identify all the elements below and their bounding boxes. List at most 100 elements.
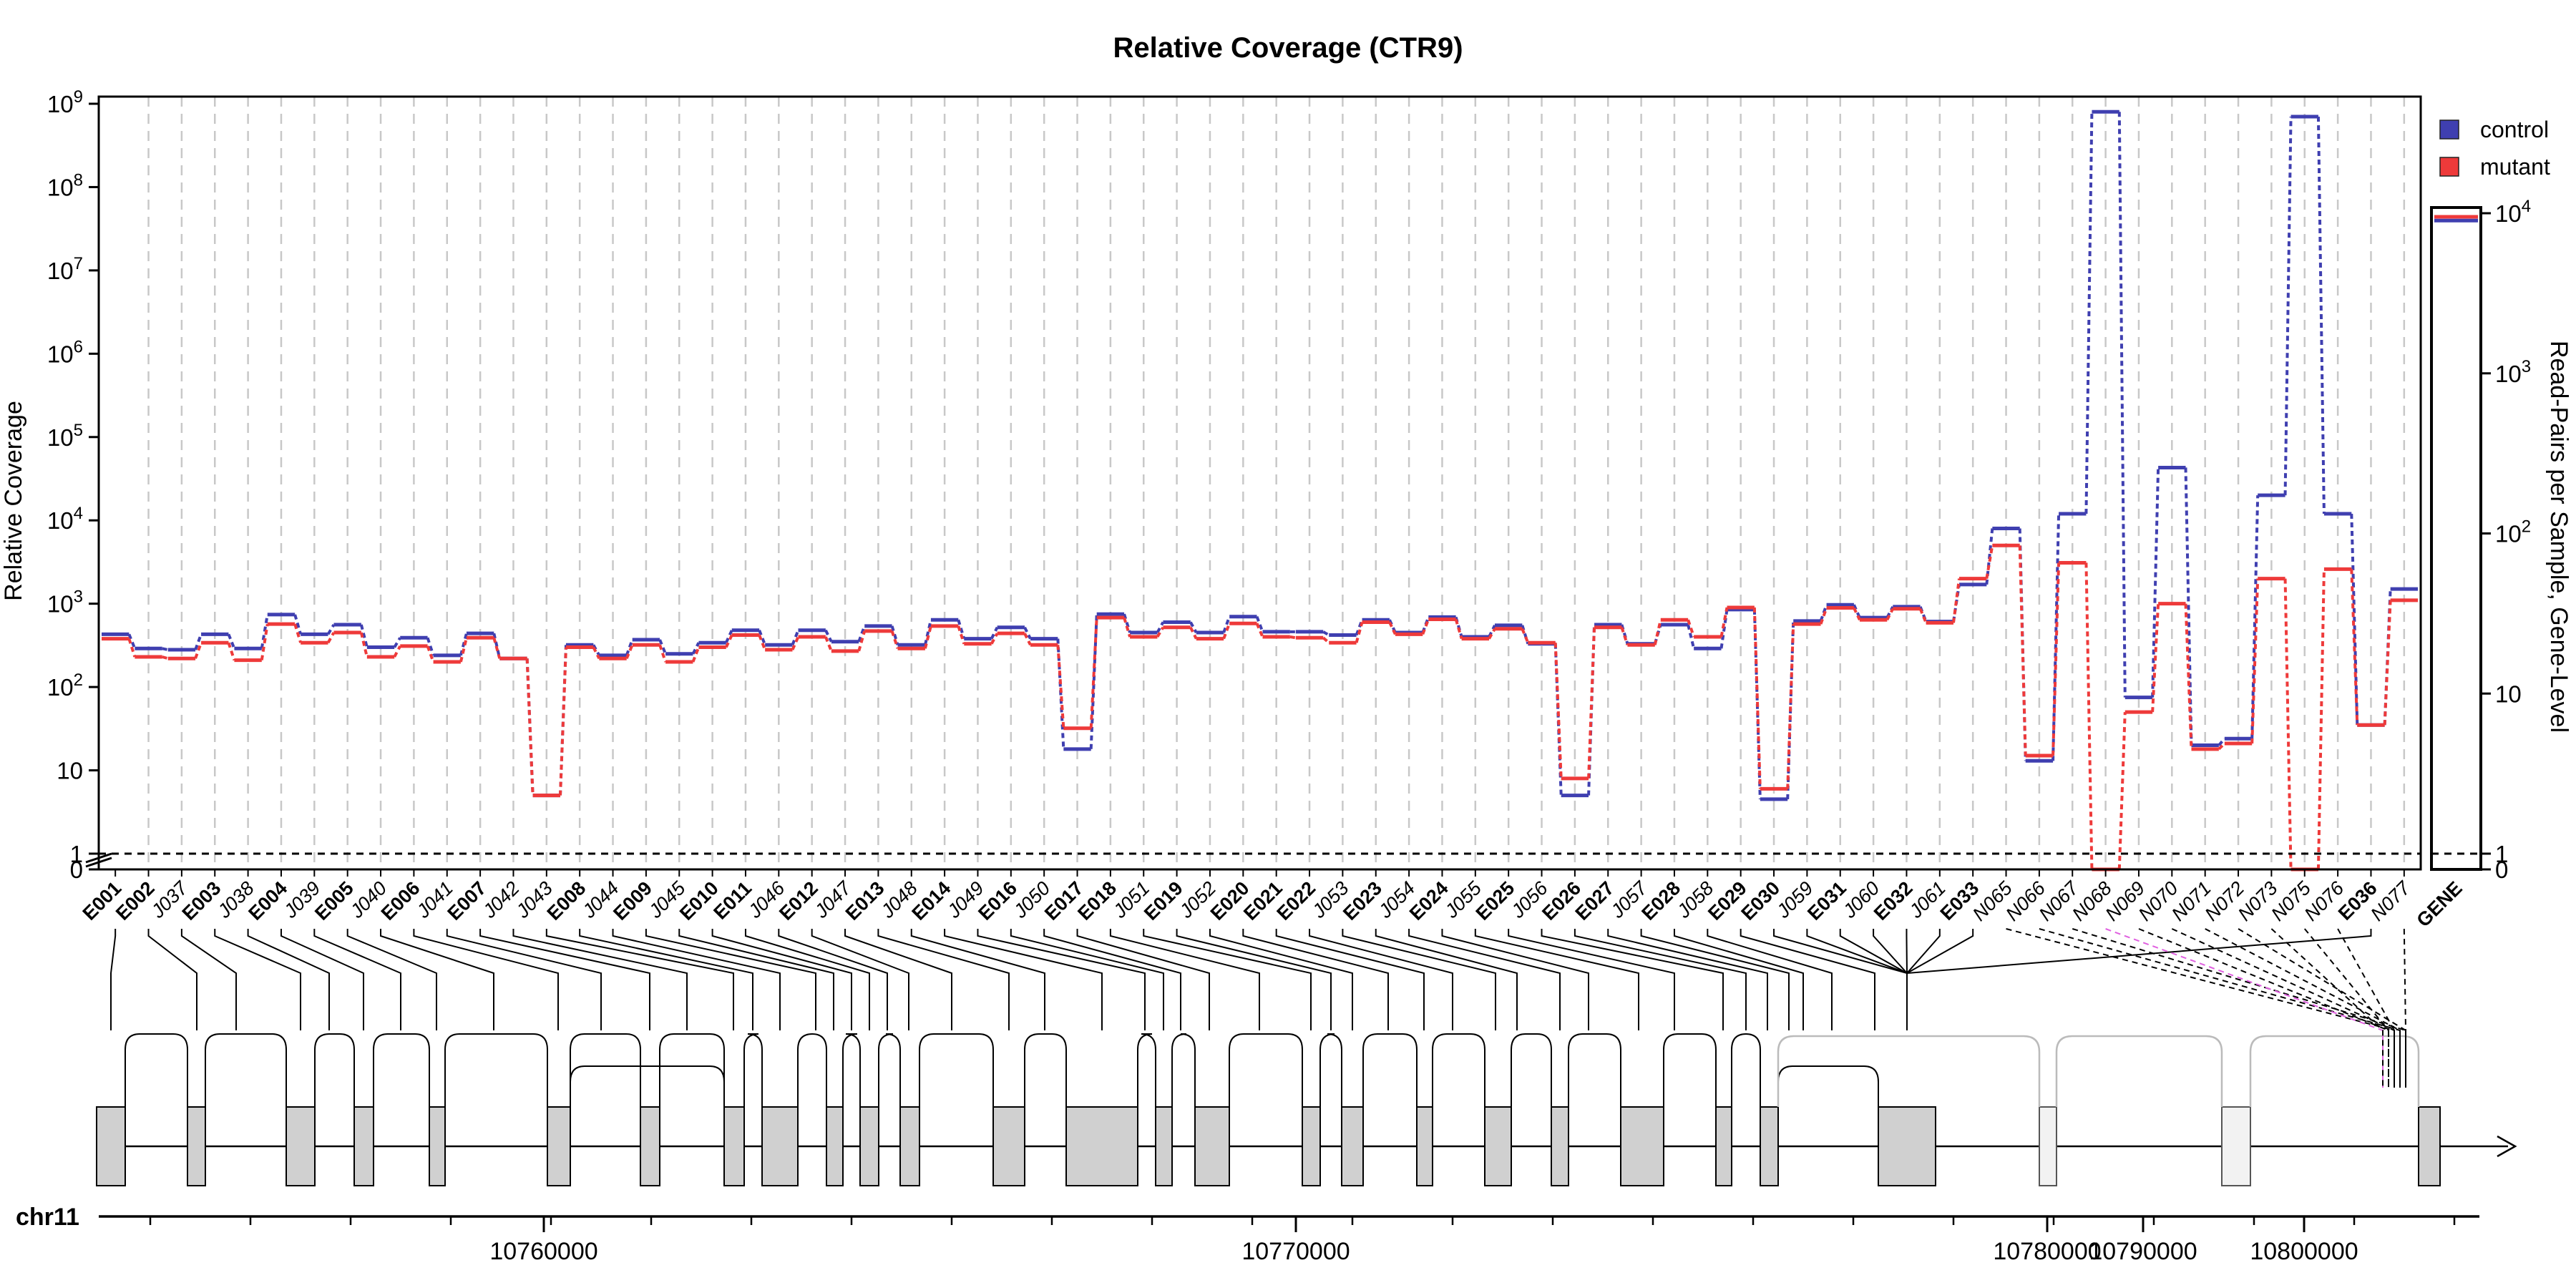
exon-box xyxy=(2221,1106,2251,1186)
connector xyxy=(857,625,867,643)
feature-label-E013: E013 xyxy=(841,877,889,924)
feature-label-E021: E021 xyxy=(1239,877,1287,924)
junction-arc xyxy=(373,1033,430,1107)
y-axis-label: Relative Coverage xyxy=(0,401,27,601)
connector xyxy=(1355,621,1364,643)
connector xyxy=(194,642,203,659)
feature-connector xyxy=(579,929,753,1030)
feature-label-E011: E011 xyxy=(709,877,756,924)
connector xyxy=(1089,618,1098,728)
exon-box xyxy=(1878,1106,1936,1186)
feature-connector xyxy=(711,929,852,1030)
feature-label-E014: E014 xyxy=(908,877,955,924)
feature-label-N076: N076 xyxy=(2300,877,2348,925)
y-tick-label: 103 xyxy=(47,587,83,618)
feature-connector xyxy=(910,929,1045,1030)
feature-connector xyxy=(1574,929,1747,1030)
connector xyxy=(957,625,966,645)
connector xyxy=(1687,624,1696,649)
connector xyxy=(1587,627,1596,779)
exon-box xyxy=(723,1106,745,1186)
connector xyxy=(1123,617,1131,638)
feature-connector xyxy=(1673,929,1804,1030)
feature-label-E026: E026 xyxy=(1538,877,1585,924)
novel-connector xyxy=(2006,928,2395,1088)
feature-connector xyxy=(1109,929,1260,1030)
chart-title: Relative Coverage (CTR9) xyxy=(1113,32,1463,64)
connector xyxy=(758,630,767,646)
exon-box xyxy=(826,1106,844,1186)
novel-connector xyxy=(2171,928,2395,1088)
y-tick-label: 107 xyxy=(47,254,83,284)
feature-label-E031: E031 xyxy=(1803,877,1850,924)
connector xyxy=(293,623,303,643)
exon-box xyxy=(859,1106,879,1186)
feature-connector xyxy=(944,929,1103,1030)
connector xyxy=(426,645,435,663)
feature-connector xyxy=(1773,929,1908,1030)
connector xyxy=(592,646,601,660)
junction-arc xyxy=(878,1033,901,1107)
y2-tick-label: 10 xyxy=(2495,680,2522,707)
connector xyxy=(1620,627,1629,645)
y-tick-label: 106 xyxy=(47,337,83,367)
connector xyxy=(1056,645,1065,728)
feature-label-E020: E020 xyxy=(1206,877,1254,924)
connector xyxy=(559,645,567,796)
y2-tick-label: 1 xyxy=(2495,841,2508,867)
connector xyxy=(2051,562,2061,756)
connector xyxy=(1222,623,1231,640)
connector xyxy=(162,647,169,651)
connector xyxy=(890,625,899,645)
exon-box xyxy=(640,1106,660,1186)
axis-break xyxy=(85,852,112,864)
exon-box xyxy=(1155,1106,1173,1186)
connector xyxy=(1521,628,1530,643)
connector xyxy=(1985,545,1994,579)
y-tick-label: 0 xyxy=(70,857,83,883)
feature-connector xyxy=(1906,929,2372,1030)
legend-label-control: control xyxy=(2480,117,2549,142)
connector xyxy=(923,619,932,645)
novel-connector xyxy=(2039,928,2401,1088)
junction-arc xyxy=(797,1033,827,1107)
connector xyxy=(1156,626,1165,638)
connector xyxy=(923,625,932,649)
series-control xyxy=(102,109,2418,801)
connector xyxy=(2051,513,2061,761)
exon-box xyxy=(1484,1106,1512,1186)
coord-label: 10790000 xyxy=(2089,1238,2197,1265)
feature-connector xyxy=(1839,929,1908,1030)
connector xyxy=(2151,467,2160,698)
connector xyxy=(1752,607,1762,789)
connector xyxy=(1123,613,1131,633)
connector xyxy=(2316,569,2326,870)
junction-arc xyxy=(1024,1033,1067,1107)
feature-label-E027: E027 xyxy=(1571,877,1619,924)
connector xyxy=(791,630,800,646)
connector xyxy=(1255,623,1264,638)
connector xyxy=(2018,545,2027,756)
feature-label-E018: E018 xyxy=(1073,877,1121,924)
feature-label-E008: E008 xyxy=(543,877,590,924)
novel-connector xyxy=(2205,928,2401,1088)
feature-label-E005: E005 xyxy=(311,877,358,924)
novel-connector xyxy=(2138,928,2389,1088)
exon-box xyxy=(1065,1106,1138,1186)
feature-connector xyxy=(247,929,330,1030)
feature-connector xyxy=(1010,929,1164,1030)
junction-arc xyxy=(444,1033,548,1107)
exon-box xyxy=(96,1106,126,1186)
connector xyxy=(691,642,701,655)
connector xyxy=(359,632,369,658)
novel-connector xyxy=(2270,928,2384,1088)
connector xyxy=(1819,607,1828,625)
feature-connector xyxy=(1740,929,1875,1030)
connector xyxy=(127,638,137,658)
feature-connector xyxy=(1474,929,1639,1030)
connector xyxy=(1553,643,1563,779)
junction-arc xyxy=(659,1033,725,1107)
exon-box xyxy=(1194,1106,1230,1186)
connector xyxy=(2084,562,2094,870)
